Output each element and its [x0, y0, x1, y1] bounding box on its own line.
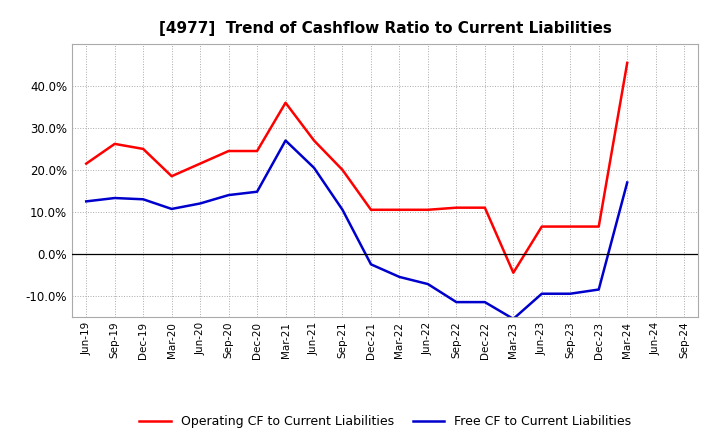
Free CF to Current Liabilities	[110, 195, 119, 201]
Legend: Operating CF to Current Liabilities, Free CF to Current Liabilities: Operating CF to Current Liabilities, Fre…	[135, 411, 636, 433]
Operating CF to Current Liabilities	[167, 173, 176, 179]
Free CF to Current Liabilities	[452, 300, 461, 305]
Free CF to Current Liabilities	[480, 300, 489, 305]
Line: Operating CF to Current Liabilities: Operating CF to Current Liabilities	[86, 63, 627, 273]
Operating CF to Current Liabilities	[253, 148, 261, 154]
Operating CF to Current Liabilities	[480, 205, 489, 210]
Operating CF to Current Liabilities	[537, 224, 546, 229]
Free CF to Current Liabilities	[423, 282, 432, 287]
Operating CF to Current Liabilities	[595, 224, 603, 229]
Operating CF to Current Liabilities	[566, 224, 575, 229]
Free CF to Current Liabilities	[395, 274, 404, 279]
Free CF to Current Liabilities	[282, 138, 290, 143]
Free CF to Current Liabilities	[225, 192, 233, 198]
Operating CF to Current Liabilities	[623, 60, 631, 66]
Free CF to Current Liabilities	[167, 206, 176, 212]
Operating CF to Current Liabilities	[423, 207, 432, 213]
Operating CF to Current Liabilities	[366, 207, 375, 213]
Free CF to Current Liabilities	[139, 197, 148, 202]
Free CF to Current Liabilities	[566, 291, 575, 297]
Line: Free CF to Current Liabilities: Free CF to Current Liabilities	[86, 140, 627, 319]
Operating CF to Current Liabilities	[452, 205, 461, 210]
Free CF to Current Liabilities	[253, 189, 261, 194]
Free CF to Current Liabilities	[310, 165, 318, 170]
Operating CF to Current Liabilities	[338, 167, 347, 172]
Free CF to Current Liabilities	[338, 207, 347, 213]
Operating CF to Current Liabilities	[509, 270, 518, 275]
Operating CF to Current Liabilities	[82, 161, 91, 166]
Operating CF to Current Liabilities	[196, 161, 204, 166]
Operating CF to Current Liabilities	[282, 100, 290, 106]
Free CF to Current Liabilities	[366, 262, 375, 267]
Operating CF to Current Liabilities	[395, 207, 404, 213]
Free CF to Current Liabilities	[537, 291, 546, 297]
Operating CF to Current Liabilities	[310, 138, 318, 143]
Free CF to Current Liabilities	[509, 316, 518, 322]
Free CF to Current Liabilities	[623, 180, 631, 185]
Free CF to Current Liabilities	[82, 199, 91, 204]
Operating CF to Current Liabilities	[110, 141, 119, 147]
Free CF to Current Liabilities	[196, 201, 204, 206]
Operating CF to Current Liabilities	[225, 148, 233, 154]
Free CF to Current Liabilities	[595, 287, 603, 292]
Operating CF to Current Liabilities	[139, 146, 148, 151]
Title: [4977]  Trend of Cashflow Ratio to Current Liabilities: [4977] Trend of Cashflow Ratio to Curren…	[159, 21, 611, 36]
